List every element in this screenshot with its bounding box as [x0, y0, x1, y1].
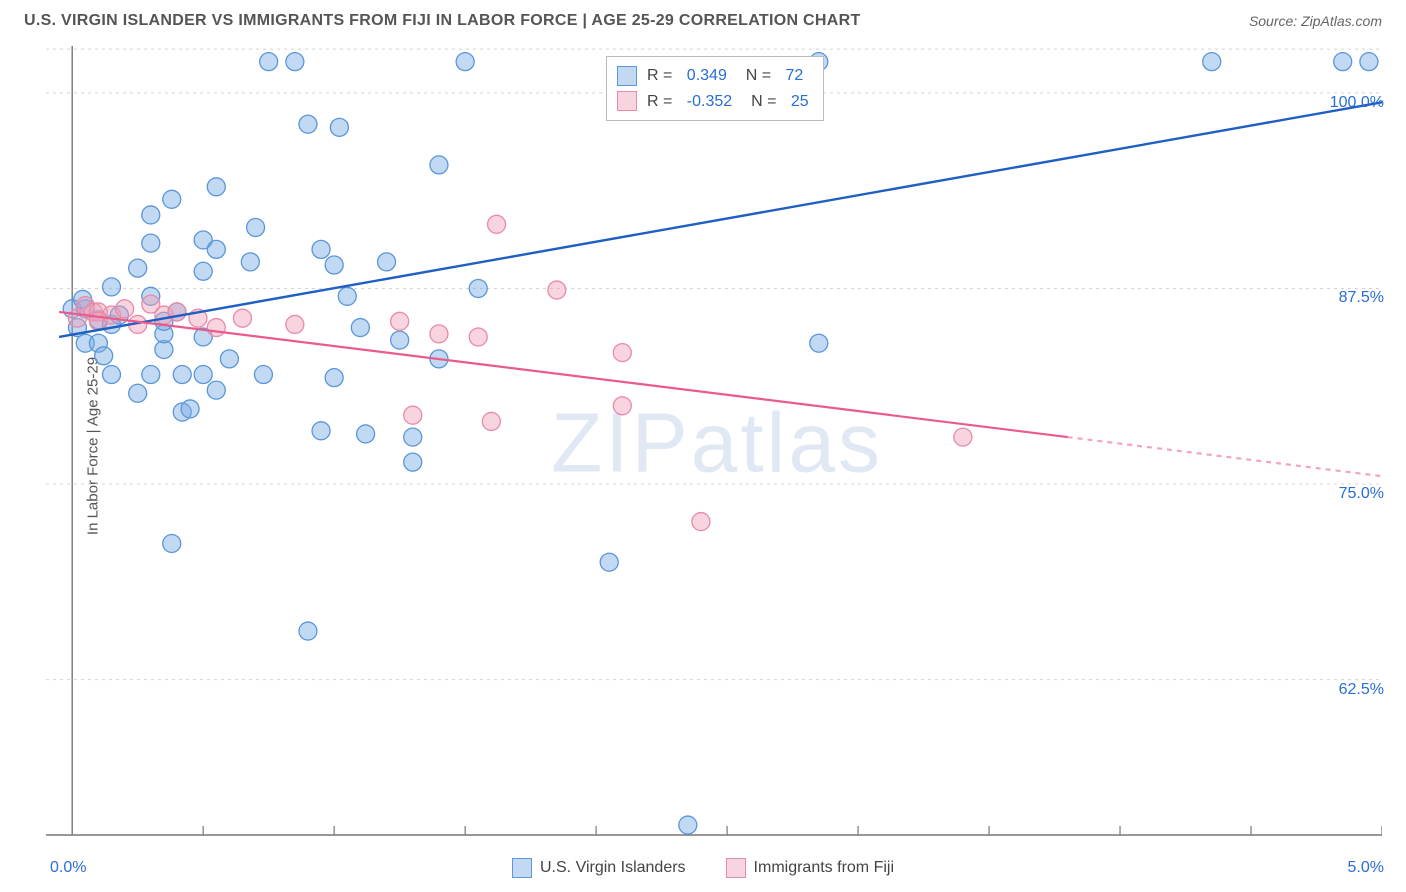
y-tick-label: 100.0% — [1330, 94, 1384, 112]
x-axis-min-label: 0.0% — [50, 859, 86, 877]
source-label: Source: ZipAtlas.com — [1249, 13, 1382, 29]
y-tick-label: 87.5% — [1339, 289, 1384, 307]
chart-title: U.S. VIRGIN ISLANDER VS IMMIGRANTS FROM … — [24, 12, 861, 30]
chart-area: ZIPatlas 62.5%75.0%87.5%100.0% R = 0.349… — [46, 46, 1388, 840]
stats-row: R = -0.352 N = 25 — [617, 89, 809, 115]
correlation-stats-box: R = 0.349 N = 72R = -0.352 N = 25 — [606, 56, 824, 121]
legend-item: U.S. Virgin Islanders — [512, 858, 686, 878]
y-tick-label: 62.5% — [1339, 681, 1384, 699]
bottom-legend: 0.0% U.S. Virgin Islanders Immigrants fro… — [0, 858, 1406, 878]
stats-row: R = 0.349 N = 72 — [617, 63, 809, 89]
scatter-chart-svg — [46, 46, 1382, 836]
y-tick-label: 75.0% — [1339, 485, 1384, 503]
x-axis-max-label: 5.0% — [1348, 859, 1384, 877]
legend-item: Immigrants from Fiji — [726, 858, 894, 878]
